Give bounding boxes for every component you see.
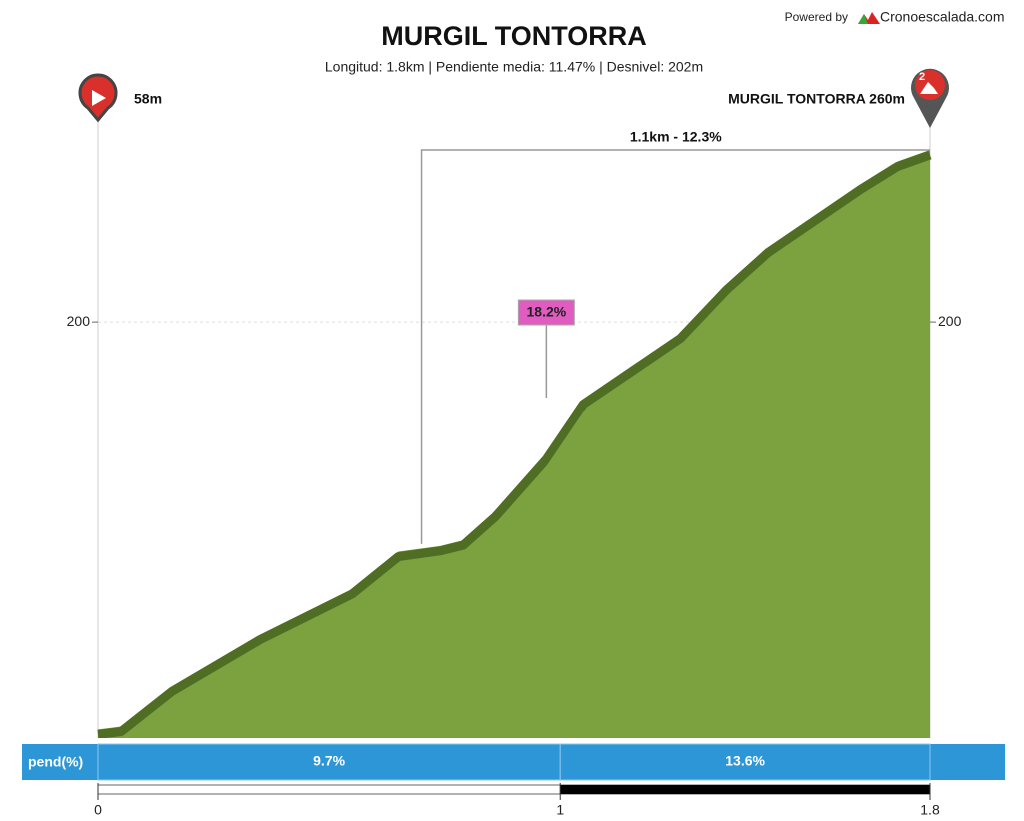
y-tick-label: 200	[67, 313, 91, 329]
gradient-segment	[559, 743, 931, 781]
km-bar	[559, 784, 931, 795]
end-label: MURGIL TONTORRA 260m	[728, 91, 905, 107]
x-tick-label: 0	[94, 802, 102, 818]
category: 2	[919, 71, 925, 83]
gradient-segment	[97, 743, 561, 781]
km-bar	[97, 784, 561, 795]
chart-title: MURGIL TONTORRA	[381, 21, 647, 51]
end-marker	[911, 68, 949, 128]
start-marker	[78, 73, 118, 123]
brand-logo	[858, 12, 880, 24]
chart-subtitle: Longitud: 1.8km | Pendiente media: 11.47…	[325, 59, 703, 75]
gradient-value: 13.6%	[725, 753, 765, 769]
x-tick-label: 1.8	[920, 802, 940, 818]
x-tick-label: 1	[556, 802, 564, 818]
gradient-label: pend(%)	[28, 754, 83, 770]
profile-shadow	[97, 150, 932, 739]
peak-label: 18.2%	[527, 304, 567, 320]
peak-box	[517, 299, 575, 326]
brand: Cronoescalada.com	[880, 9, 1005, 25]
y-tick-label: 200	[938, 313, 962, 329]
powered-by: Powered by	[785, 10, 848, 24]
sector-bracket	[420, 149, 930, 544]
start-label: 58m	[134, 91, 162, 107]
gradient-value: 9.7%	[313, 753, 345, 769]
profile-area-top	[98, 162, 930, 750]
sector-label: 1.1km - 12.3%	[630, 129, 722, 145]
